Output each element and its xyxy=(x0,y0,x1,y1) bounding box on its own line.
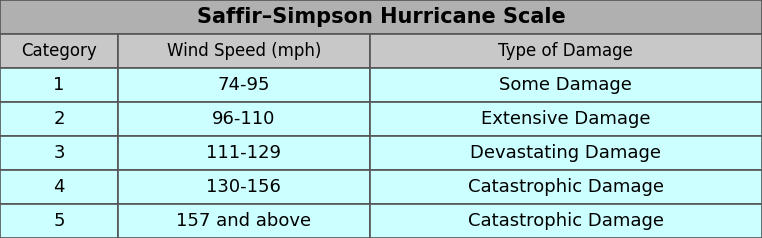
Bar xyxy=(370,102,762,136)
Text: 96-110: 96-110 xyxy=(212,110,276,128)
Bar xyxy=(370,204,762,238)
Text: 4: 4 xyxy=(53,178,65,196)
Text: Category: Category xyxy=(21,42,97,60)
Bar xyxy=(370,136,762,170)
Bar xyxy=(370,170,762,204)
Bar xyxy=(0,204,118,238)
Bar xyxy=(118,204,370,238)
Text: Devastating Damage: Devastating Damage xyxy=(470,144,661,162)
Bar xyxy=(0,136,118,170)
Bar xyxy=(0,0,762,34)
Text: Extensive Damage: Extensive Damage xyxy=(481,110,651,128)
Text: 5: 5 xyxy=(53,212,65,230)
Bar xyxy=(118,136,370,170)
Text: 157 and above: 157 and above xyxy=(176,212,312,230)
Text: 1: 1 xyxy=(53,76,65,94)
Bar xyxy=(118,68,370,102)
Bar xyxy=(0,170,118,204)
Bar xyxy=(370,68,762,102)
Text: Some Damage: Some Damage xyxy=(499,76,632,94)
Text: 111-129: 111-129 xyxy=(207,144,281,162)
Text: Catastrophic Damage: Catastrophic Damage xyxy=(468,178,664,196)
Text: 74-95: 74-95 xyxy=(218,76,270,94)
Bar xyxy=(118,170,370,204)
Bar xyxy=(0,102,118,136)
Text: 130-156: 130-156 xyxy=(207,178,281,196)
Text: 3: 3 xyxy=(53,144,65,162)
Text: Type of Damage: Type of Damage xyxy=(498,42,633,60)
Text: Catastrophic Damage: Catastrophic Damage xyxy=(468,212,664,230)
Text: 2: 2 xyxy=(53,110,65,128)
Bar xyxy=(0,34,118,68)
Bar xyxy=(0,68,118,102)
Bar xyxy=(118,34,370,68)
Bar xyxy=(118,102,370,136)
Bar xyxy=(370,34,762,68)
Text: Wind Speed (mph): Wind Speed (mph) xyxy=(167,42,321,60)
Text: Saffir–Simpson Hurricane Scale: Saffir–Simpson Hurricane Scale xyxy=(197,7,565,27)
